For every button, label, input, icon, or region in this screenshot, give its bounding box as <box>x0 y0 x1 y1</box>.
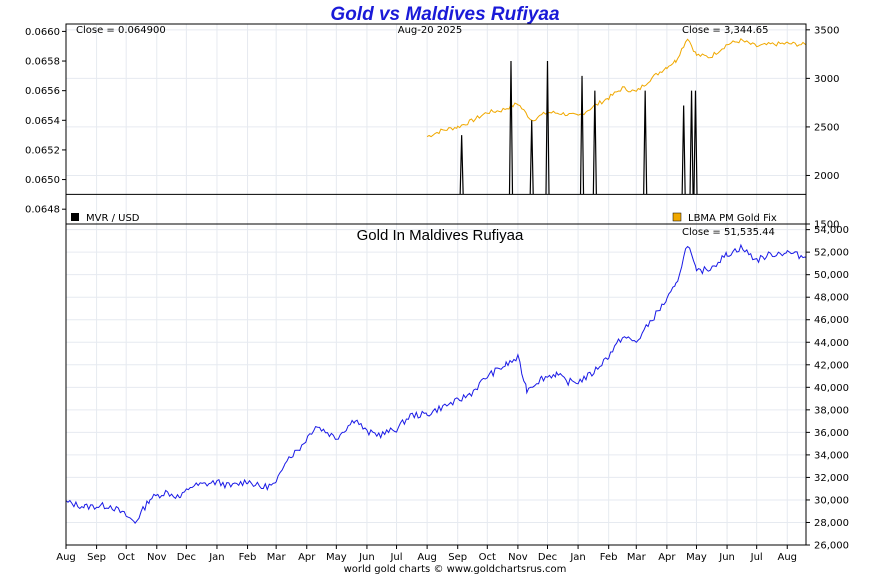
bottom-right-close: Close = 51,535.44 <box>682 227 775 238</box>
x-tick-label: Aug <box>417 552 437 563</box>
mvr-usd-spike <box>643 90 648 195</box>
y-tick-label: 36,000 <box>814 428 849 439</box>
top-panel-series <box>66 38 807 195</box>
y-left-tick-label: 0.0654 <box>25 116 60 127</box>
y-right-tick-label: 3000 <box>814 74 839 85</box>
y-tick-label: 44,000 <box>814 338 849 349</box>
x-tick-label: Jan <box>208 552 224 563</box>
mvr-usd-spike <box>529 120 534 195</box>
y-right-tick-label: 2000 <box>814 171 839 182</box>
x-tick-label: Dec <box>177 552 196 563</box>
y-left-tick-label: 0.0658 <box>25 57 60 68</box>
mvr-usd-spike <box>545 61 550 195</box>
top-left-close: Close = 0.064900 <box>76 25 166 36</box>
bottom-panel-grid <box>65 224 806 546</box>
mvr-usd-spike <box>592 90 597 195</box>
y-right-tick-label: 3500 <box>814 25 839 36</box>
x-tick-label: Jul <box>750 552 763 563</box>
x-tick-label: Nov <box>147 552 167 563</box>
y-tick-label: 28,000 <box>814 518 849 529</box>
x-tick-label: May <box>686 552 707 563</box>
y-tick-label: 48,000 <box>814 293 849 304</box>
mvr-usd-spike <box>693 90 698 195</box>
y-tick-label: 54,000 <box>814 225 849 236</box>
x-tick-label: Mar <box>267 552 287 563</box>
x-tick-label: Jun <box>358 552 375 563</box>
legend-gold-label: LBMA PM Gold Fix <box>688 213 777 224</box>
bottom-right-axis: 26,000 28,000 30,000 32,000 34,000 36,000 38,0… <box>806 225 849 552</box>
top-left-axis: 0.0648 0.0650 0.0652 0.0654 0.0656 0.0658 0.06… <box>25 27 66 216</box>
gold-price-line <box>426 38 807 138</box>
y-tick-label: 40,000 <box>814 383 849 394</box>
x-tick-label: Feb <box>600 552 618 563</box>
y-tick-label: 50,000 <box>814 270 849 281</box>
x-tick-label: Apr <box>658 552 676 563</box>
x-tick-label: Sep <box>448 552 467 563</box>
x-tick-label: Sep <box>87 552 106 563</box>
bottom-panel-title: Gold In Maldives Rufiyaa <box>357 227 524 244</box>
top-right-close: Close = 3,344.65 <box>682 25 769 36</box>
x-axis: Aug Sep Oct Nov Dec Jan Feb Mar Apr May Jun Jul Aug S… <box>56 545 797 563</box>
mvr-usd-spike <box>689 90 694 195</box>
y-tick-label: 32,000 <box>814 473 849 484</box>
y-tick-label: 38,000 <box>814 405 849 416</box>
mvr-usd-spike <box>579 75 585 195</box>
y-left-tick-label: 0.0656 <box>25 86 60 97</box>
top-panel: 0.0648 0.0650 0.0652 0.0654 0.0656 0.0658 0.06… <box>25 23 839 231</box>
mvr-usd-spike <box>508 61 514 195</box>
x-tick-label: Apr <box>298 552 316 563</box>
x-tick-label: Jul <box>389 552 402 563</box>
y-left-tick-label: 0.0660 <box>25 27 60 38</box>
x-tick-label: Oct <box>479 552 496 563</box>
x-tick-label: Aug <box>56 552 76 563</box>
gold-in-mvr-line <box>65 243 807 525</box>
x-tick-label: Jun <box>718 552 735 563</box>
mvr-usd-spike <box>681 105 686 195</box>
y-left-tick-label: 0.0652 <box>25 145 60 156</box>
top-right-axis: 1500 2000 2500 3000 3500 <box>806 25 839 231</box>
legend-mvr-swatch <box>71 213 79 221</box>
y-right-tick-label: 1500 <box>814 220 839 231</box>
y-tick-label: 26,000 <box>814 541 849 552</box>
legend-gold-swatch <box>672 212 682 222</box>
x-tick-label: Mar <box>627 552 647 563</box>
y-tick-label: 42,000 <box>814 360 849 371</box>
bottom-panel: 26,000 28,000 30,000 32,000 34,000 36,000 38,0… <box>65 223 849 552</box>
y-left-tick-label: 0.0648 <box>25 205 60 216</box>
x-tick-label: Jan <box>569 552 585 563</box>
x-tick-label: Dec <box>538 552 557 563</box>
top-panel-grid <box>65 24 806 225</box>
chart-title: Gold vs Maldives Rufiyaa <box>330 4 560 25</box>
x-tick-label: May <box>326 552 347 563</box>
y-tick-label: 46,000 <box>814 315 849 326</box>
bottom-panel-frame <box>65 223 807 546</box>
y-left-tick-label: 0.0650 <box>25 175 60 186</box>
bottom-panel-series <box>65 243 807 525</box>
mvr-usd-spike <box>459 135 464 195</box>
x-tick-label: Nov <box>508 552 528 563</box>
footer-credit: world gold charts © www.goldchartsrus.co… <box>344 564 567 575</box>
y-tick-label: 52,000 <box>814 248 849 259</box>
x-tick-label: Feb <box>239 552 257 563</box>
legend-mvr-label: MVR / USD <box>86 213 140 224</box>
x-tick-label: Aug <box>777 552 797 563</box>
y-tick-label: 30,000 <box>814 495 849 506</box>
y-tick-label: 34,000 <box>814 450 849 461</box>
top-date-label: Aug-20 2025 <box>398 25 463 36</box>
y-right-tick-label: 2500 <box>814 122 839 133</box>
x-tick-label: Oct <box>118 552 135 563</box>
